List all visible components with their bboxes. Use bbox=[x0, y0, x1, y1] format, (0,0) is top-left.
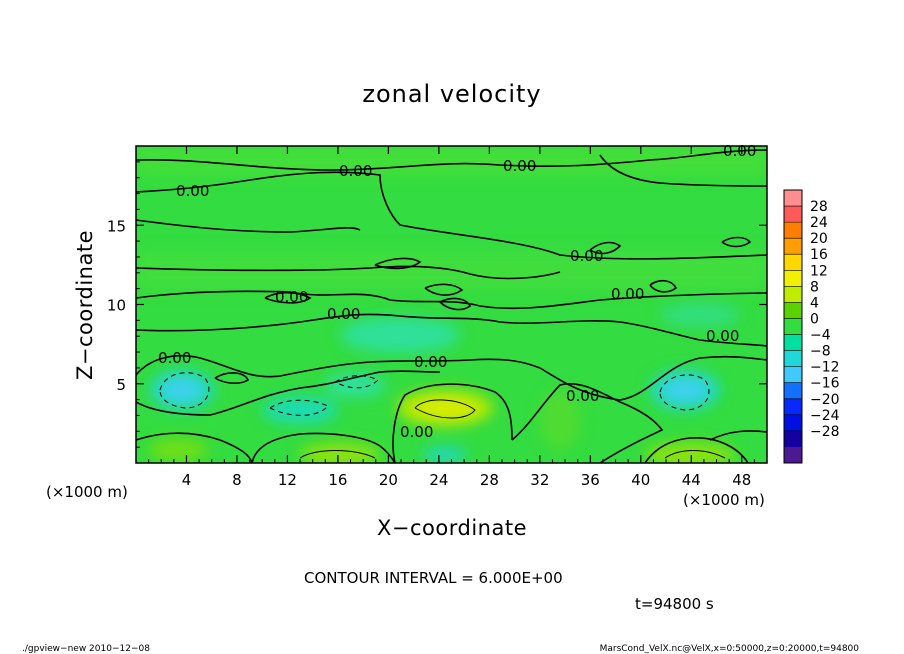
colorbar-tick-label: 0 bbox=[810, 311, 819, 327]
colorbar-swatch bbox=[784, 206, 802, 223]
colorbar-swatch bbox=[784, 414, 802, 432]
z-axis-title: Z−coordinate bbox=[73, 230, 97, 380]
contour-label: 0.00 bbox=[503, 157, 536, 175]
contour-label: 0.00 bbox=[570, 247, 603, 265]
velocity-field bbox=[136, 146, 767, 463]
plot-area: 0.00 0.00 0.00 0.00 0.00 0.00 0.00 0.00 … bbox=[135, 142, 768, 464]
colorbar-frame bbox=[783, 189, 803, 464]
colorbar-swatch bbox=[784, 382, 802, 400]
contour-label: 0.00 bbox=[275, 288, 308, 306]
x-tick-label: 12 bbox=[278, 471, 297, 489]
colorbar-tick-label: −24 bbox=[810, 408, 840, 424]
colorbar-swatch bbox=[784, 446, 802, 464]
footer-right: MarsCond_VelX.nc@VelX,x=0:50000,z=0:2000… bbox=[600, 644, 860, 654]
z-tick-label: 15 bbox=[107, 217, 126, 235]
contour-label: 0.00 bbox=[566, 387, 599, 405]
colorbar-swatch bbox=[784, 270, 802, 287]
footer-left: ./gpview−new 2010−12−08 bbox=[22, 644, 150, 654]
colorbar-tick-label: 16 bbox=[810, 247, 828, 263]
z-tick-label: 5 bbox=[116, 376, 126, 394]
x-unit-label: (×1000 m) bbox=[683, 491, 765, 509]
colorbar-tick-label: 12 bbox=[810, 263, 828, 279]
colorbar-swatch bbox=[784, 430, 802, 448]
colorbar-tick-label: 20 bbox=[810, 231, 828, 247]
colorbar-tick-label: −20 bbox=[810, 392, 840, 408]
time-text: t=94800 s bbox=[635, 595, 714, 613]
colorbar-swatch bbox=[784, 366, 802, 384]
negative-contours bbox=[159, 372, 710, 416]
colorbar-swatch bbox=[784, 398, 802, 416]
colorbar-tick-label: 4 bbox=[810, 295, 819, 311]
x-tick-label: 40 bbox=[631, 471, 650, 489]
colorbar-swatch bbox=[784, 318, 802, 335]
colorbar-swatch bbox=[784, 238, 802, 255]
x-tick-label: 44 bbox=[682, 471, 701, 489]
contour-label: 0.00 bbox=[414, 353, 447, 371]
colorbar-swatch bbox=[784, 254, 802, 271]
contour-label: 0.00 bbox=[723, 142, 756, 160]
colorbar-tick-label: 8 bbox=[810, 279, 819, 295]
x-tick-label: 4 bbox=[182, 471, 192, 489]
colorbar-swatch bbox=[784, 286, 802, 303]
contour-lines bbox=[136, 149, 767, 463]
x-tick-label: 24 bbox=[429, 471, 448, 489]
x-axis-title: X−coordinate bbox=[377, 516, 527, 540]
contour-label: 0.00 bbox=[611, 285, 644, 303]
colorbar-swatch bbox=[784, 302, 802, 319]
colorbar-tick-label: 24 bbox=[810, 215, 828, 231]
x-tick-label: 16 bbox=[328, 471, 347, 489]
x-tick-label: 36 bbox=[581, 471, 600, 489]
colorbar-tick-label: 28 bbox=[810, 199, 828, 215]
colorbar-tick-label: −16 bbox=[810, 376, 840, 392]
colorbar-tick-label: −28 bbox=[810, 424, 840, 440]
colorbar-swatch bbox=[784, 190, 802, 207]
colorbar-tick-label: −4 bbox=[810, 328, 831, 344]
contour-label-group: 0.00 0.00 0.00 0.00 0.00 0.00 0.00 0.00 … bbox=[158, 142, 756, 441]
x-tick-label: 8 bbox=[232, 471, 242, 489]
positive-contours bbox=[299, 399, 726, 459]
x-tick-label: 28 bbox=[480, 471, 499, 489]
contour-label: 0.00 bbox=[327, 305, 360, 323]
colorbar-tick-label: −8 bbox=[810, 344, 831, 360]
contour-label: 0.00 bbox=[706, 327, 739, 345]
contour-label: 0.00 bbox=[158, 349, 191, 367]
z-axis-ticks: 5 10 15 bbox=[107, 161, 767, 448]
x-tick-label: 32 bbox=[530, 471, 549, 489]
colorbar-tick-label: −12 bbox=[810, 360, 840, 376]
chart-title: zonal velocity bbox=[362, 80, 541, 108]
contour-label: 0.00 bbox=[339, 162, 372, 180]
contour-label: 0.00 bbox=[176, 182, 209, 200]
contour-interval-text: CONTOUR INTERVAL = 6.000E+00 bbox=[304, 569, 563, 587]
z-tick-label: 10 bbox=[107, 297, 126, 315]
z-unit-label: (×1000 m) bbox=[46, 483, 128, 501]
colorbar-swatch bbox=[784, 222, 802, 239]
contour-label: 0.00 bbox=[400, 423, 433, 441]
colorbar-swatch bbox=[784, 334, 802, 351]
colorbar-swatch bbox=[784, 350, 802, 367]
x-tick-label: 48 bbox=[732, 471, 751, 489]
x-tick-label: 20 bbox=[379, 471, 398, 489]
x-axis-ticks: 4 8 12 16 20 24 28 32 36 40 44 48 bbox=[148, 146, 755, 489]
